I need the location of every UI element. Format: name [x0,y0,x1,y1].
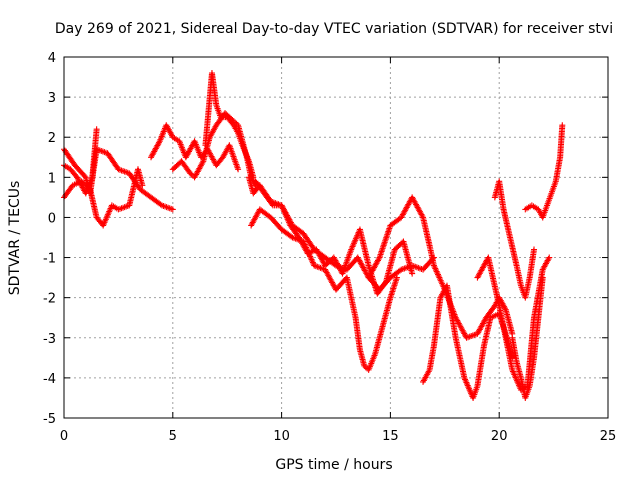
data-point [235,166,242,173]
x-axis-title: GPS time / hours [275,457,392,473]
y-tick-label: 4 [48,51,56,66]
data-point [546,254,553,261]
data-point [382,279,389,286]
series-track-i [252,178,416,297]
data-point [268,201,275,208]
x-tick-label: 20 [491,429,508,444]
data-point [559,122,566,129]
axis-ticks: 0 5 10 15 20 25 -5 -4 -3 -2 -1 0 1 2 3 4 [43,51,616,444]
series-track-n [509,274,546,401]
data-point [539,274,546,281]
series-track-o [522,122,566,221]
data-point [409,270,416,277]
series-track-h [248,206,400,373]
x-tick-label: 0 [60,429,68,444]
data-point [531,246,538,253]
data-point [419,213,426,220]
series-track-b [61,166,146,229]
x-tick-label: 15 [382,429,399,444]
data-point [93,126,100,133]
series-track-f [202,70,257,181]
series-track-c [61,126,100,197]
data-points [61,70,566,401]
chart-title: Day 269 of 2021, Sidereal Day-to-day VTE… [55,21,613,37]
data-point [169,206,176,213]
series-track-m [491,178,538,301]
x-tick-label: 25 [600,429,617,444]
data-point [139,182,146,189]
data-point [375,255,382,262]
y-tick-label: 2 [48,131,56,146]
y-tick-label: 0 [48,211,56,226]
y-tick-label: -5 [43,412,56,427]
x-tick-label: 10 [273,429,290,444]
y-axis-title: SDTVAR / TECUs [7,181,23,296]
plot-frame [63,56,609,419]
x-tick-label: 5 [169,429,177,444]
data-point [393,274,400,281]
y-tick-label: 3 [48,91,56,106]
y-tick-label: -3 [43,332,56,347]
grid-lines [64,57,608,418]
y-tick-label: -2 [43,292,56,307]
y-tick-label: -4 [43,372,56,387]
y-tick-label: 1 [48,171,56,186]
series-track-d [148,122,242,173]
y-tick-label: -1 [43,252,56,267]
